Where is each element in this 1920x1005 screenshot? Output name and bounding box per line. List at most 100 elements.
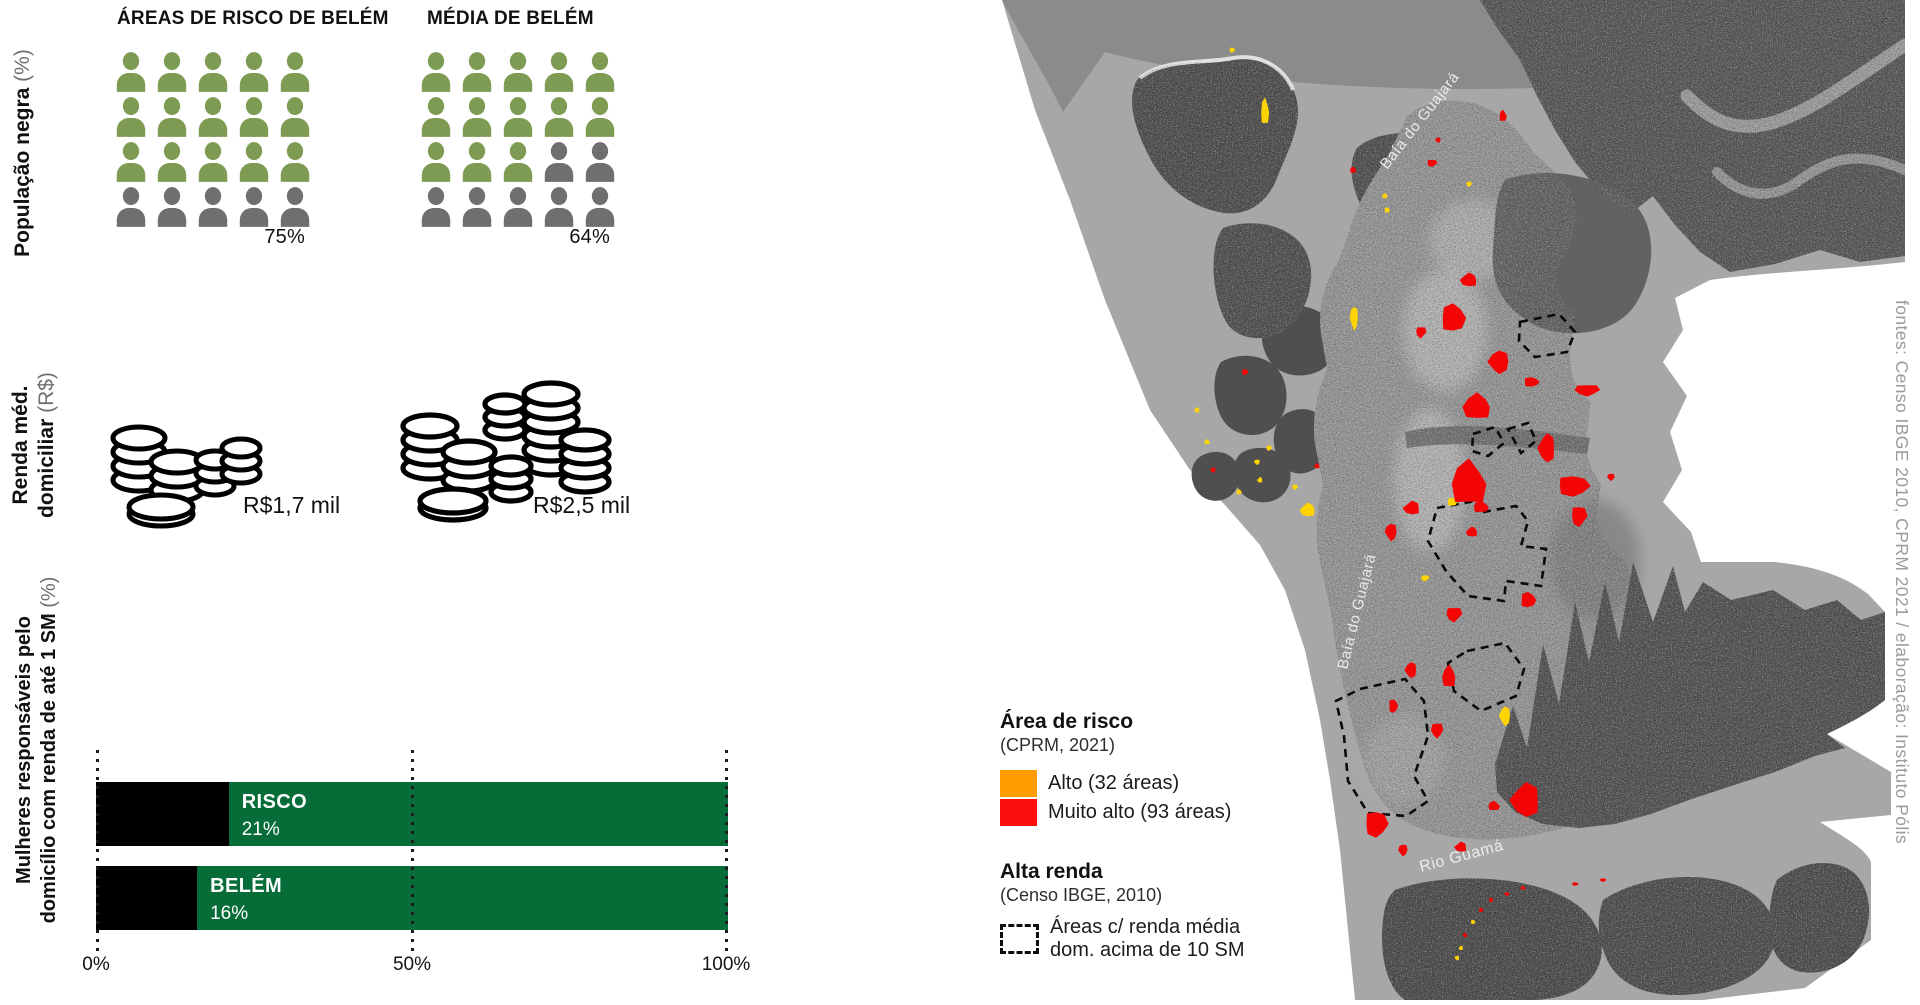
person-icon xyxy=(236,97,272,137)
person-icon xyxy=(541,187,577,227)
row-label-women-unit: (%) xyxy=(38,576,60,608)
person-icon xyxy=(541,52,577,92)
person-icon xyxy=(154,97,190,137)
person-icon xyxy=(113,142,149,182)
risk-area-very-high-mark xyxy=(1607,473,1615,482)
legend-income-title: Alta renda xyxy=(1000,860,1103,883)
risk-area-very-high-mark xyxy=(1572,507,1588,528)
risk-area-very-high-mark xyxy=(1210,467,1216,473)
legend-risk-title: Área de risco xyxy=(1000,710,1134,733)
risk-area-very-high-mark xyxy=(1487,350,1509,375)
risk-area-very-high-mark xyxy=(1599,878,1607,882)
map-high-income-outlines xyxy=(1334,312,1577,818)
legend-swatch-very-high xyxy=(1000,799,1037,826)
person-icon xyxy=(418,97,454,137)
legend-label-income: Áreas c/ renda média dom. acima de 10 SM xyxy=(1050,916,1245,962)
risk-area-very-high-mark xyxy=(1509,781,1538,817)
risk-area-very-high-mark xyxy=(1465,526,1477,537)
source-note: fontes: Censo IBGE 2010, CPRM 2021 / ela… xyxy=(1892,300,1912,845)
risk-area-very-high-mark xyxy=(1416,327,1427,339)
person-icon xyxy=(541,97,577,137)
risk-area-very-high-mark xyxy=(1366,812,1389,838)
risk-area-high-mark xyxy=(1471,919,1476,925)
person-icon xyxy=(195,142,231,182)
bar-value-risco: 21% xyxy=(241,819,280,840)
risk-area-high-mark xyxy=(1299,502,1315,517)
risk-area-very-high-mark xyxy=(1525,377,1540,387)
legend-item-very-high: Muito alto (93 áreas) xyxy=(1000,799,1300,826)
person-icon xyxy=(582,142,618,182)
row-label-women: Mulheres responsáveis pelo domicílio com… xyxy=(12,535,62,965)
bar-chart-women-income: RISCO 21% BELÉM 16% 0% 50% 100% xyxy=(82,744,750,975)
person-icon xyxy=(277,52,313,92)
risk-area-very-high-mark xyxy=(1384,523,1397,542)
risk-area-very-high-mark xyxy=(1459,272,1477,287)
person-icon xyxy=(500,142,536,182)
risk-area-high-mark xyxy=(1236,489,1242,495)
row-label-women-line1: Mulheres responsáveis pelo xyxy=(13,616,35,884)
risk-area-very-high-mark xyxy=(1427,159,1438,167)
pictogram-city-average xyxy=(418,52,618,227)
bar-category-risco: RISCO xyxy=(241,791,308,813)
risk-area-very-high-mark xyxy=(1404,662,1417,679)
person-icon xyxy=(418,142,454,182)
risk-area-high-mark xyxy=(1292,484,1298,490)
person-icon xyxy=(195,187,231,227)
risk-area-very-high-mark xyxy=(1574,385,1601,397)
bar-label-belem: BELÉM 16% xyxy=(210,875,282,925)
risk-area-high-mark xyxy=(1266,445,1273,451)
risk-area-high-mark xyxy=(1466,181,1472,188)
column-title-risk-areas: ÁREAS DE RISCO DE BELÉM xyxy=(117,8,389,29)
risk-area-high-mark xyxy=(1382,192,1388,199)
row-label-income-line1: Renda méd. xyxy=(9,385,32,505)
legend-label-very-high: Muito alto (93 áreas) xyxy=(1048,801,1232,823)
map-legend: Área de risco (CPRM, 2021) Alto (32 área… xyxy=(1000,710,1300,962)
axis-tick-0: 0% xyxy=(82,954,110,975)
satellite-map-belem: Baía do Guajará Baía do Guajará Rio Guam… xyxy=(975,0,1912,1000)
person-icon xyxy=(277,142,313,182)
legend-item-high: Alto (32 áreas) xyxy=(1000,770,1300,797)
risk-area-very-high-mark xyxy=(1537,433,1554,463)
person-icon xyxy=(500,97,536,137)
person-icon xyxy=(154,142,190,182)
risk-area-high-mark xyxy=(1384,207,1390,213)
pictogram-risk-areas xyxy=(113,52,313,227)
risk-area-very-high-mark xyxy=(1398,844,1408,857)
risk-area-very-high-mark xyxy=(1430,723,1444,739)
risk-area-very-high-mark xyxy=(1474,500,1489,512)
risk-area-high-mark xyxy=(1254,459,1260,466)
person-icon xyxy=(418,187,454,227)
legend-item-income: Áreas c/ renda média dom. acima de 10 SM xyxy=(1000,916,1300,962)
column-title-city-average: MÉDIA DE BELÉM xyxy=(427,8,594,29)
map-risk-areas xyxy=(1193,47,1615,961)
person-icon xyxy=(195,52,231,92)
income-value-avg: R$2,5 mil xyxy=(533,492,631,518)
legend-label-high: Alto (32 áreas) xyxy=(1048,772,1180,794)
risk-area-high-mark xyxy=(1454,955,1460,961)
person-icon xyxy=(459,187,495,227)
risk-area-very-high-mark xyxy=(1454,841,1466,852)
gridline-50 xyxy=(411,750,414,952)
person-icon xyxy=(582,187,618,227)
risk-area-very-high-mark xyxy=(1350,166,1357,173)
gridline-0 xyxy=(96,750,99,952)
risk-area-very-high-mark xyxy=(1462,932,1467,938)
risk-area-very-high-mark xyxy=(1499,109,1507,121)
pictogram-value-avg: 64% xyxy=(569,226,610,248)
person-icon xyxy=(113,187,149,227)
person-icon xyxy=(582,52,618,92)
person-icon xyxy=(418,52,454,92)
person-icon xyxy=(154,52,190,92)
risk-area-very-high-mark xyxy=(1559,476,1591,497)
person-icon xyxy=(500,187,536,227)
risk-area-high-mark xyxy=(1349,306,1358,332)
person-icon xyxy=(459,52,495,92)
risk-area-high-mark xyxy=(1257,477,1263,483)
bar-segment-belem xyxy=(96,866,198,930)
row-label-income-line2: domiciliar xyxy=(35,418,58,518)
risk-area-high-mark xyxy=(1421,575,1430,582)
person-icon xyxy=(236,142,272,182)
risk-area-very-high-mark xyxy=(1389,699,1399,713)
person-icon xyxy=(541,142,577,182)
